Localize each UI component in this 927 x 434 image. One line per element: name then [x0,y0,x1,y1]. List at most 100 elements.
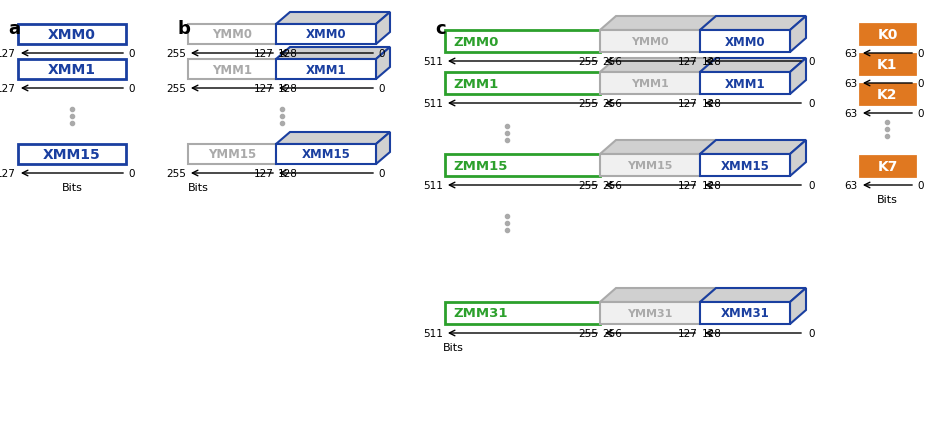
Polygon shape [600,302,699,324]
Text: YMM31: YMM31 [627,308,672,318]
Text: 127: 127 [254,49,273,59]
Bar [445,155,600,177]
Polygon shape [699,288,716,324]
Text: 0: 0 [128,169,134,178]
Text: 256: 256 [602,57,621,67]
Text: 255: 255 [578,57,597,67]
Text: 0: 0 [807,181,814,191]
Polygon shape [600,31,699,53]
Text: 127: 127 [254,169,273,178]
Text: 127: 127 [678,181,697,191]
Bar [18,25,126,45]
Polygon shape [600,288,716,302]
Text: Bits: Bits [187,183,209,193]
Bar [188,145,275,164]
Bar [188,25,275,45]
Bar [445,73,600,95]
Text: Bits: Bits [61,183,83,193]
Bar [859,157,914,177]
Polygon shape [275,133,389,145]
Text: ZMM31: ZMM31 [452,307,507,320]
Bar [18,145,126,164]
Bar [445,31,600,53]
Text: YMM1: YMM1 [211,63,252,76]
Text: 0: 0 [916,49,922,59]
Text: 255: 255 [166,84,185,94]
Text: 127: 127 [678,99,697,109]
Text: a: a [8,20,20,38]
Text: YMM15: YMM15 [208,148,256,161]
Polygon shape [600,17,716,31]
Text: XMM0: XMM0 [48,28,95,42]
Text: K0: K0 [876,28,896,42]
Text: 127: 127 [0,49,16,59]
Text: 63: 63 [844,79,857,89]
Text: XMM0: XMM0 [305,29,346,41]
Polygon shape [699,141,716,177]
Text: 128: 128 [701,99,721,109]
Text: XMM1: XMM1 [724,77,765,90]
Polygon shape [789,288,806,324]
Text: YMM15: YMM15 [627,161,672,171]
Polygon shape [275,48,389,60]
Text: 63: 63 [844,49,857,59]
Text: 255: 255 [578,328,597,338]
Polygon shape [699,302,789,324]
Text: YMM0: YMM0 [630,37,668,47]
Bar [859,25,914,45]
Polygon shape [699,288,806,302]
Polygon shape [699,73,789,95]
Text: 511: 511 [423,99,442,109]
Polygon shape [699,59,806,73]
Text: 0: 0 [377,84,384,94]
Text: XMM1: XMM1 [305,63,346,76]
Polygon shape [275,13,389,25]
Text: XMM0: XMM0 [724,36,765,48]
Polygon shape [275,145,375,164]
Text: 127: 127 [678,328,697,338]
Text: XMM15: XMM15 [301,148,350,161]
Text: YMM0: YMM0 [211,29,252,41]
Polygon shape [699,141,806,155]
Polygon shape [275,25,375,45]
Text: 127: 127 [0,84,16,94]
Text: K1: K1 [876,58,896,72]
Text: XMM15: XMM15 [43,148,101,161]
Text: 0: 0 [916,109,922,119]
Text: 128: 128 [701,328,721,338]
Polygon shape [375,133,389,164]
Text: 128: 128 [278,169,298,178]
Text: Bits: Bits [442,342,463,352]
Polygon shape [789,17,806,53]
Text: ZMM15: ZMM15 [452,159,507,172]
Text: XMM31: XMM31 [720,307,768,320]
Text: 127: 127 [678,57,697,67]
Text: 63: 63 [844,109,857,119]
Text: XMM1: XMM1 [48,63,95,77]
Text: 0: 0 [916,181,922,191]
Polygon shape [699,59,716,95]
Text: ZMM0: ZMM0 [452,36,498,48]
Text: 255: 255 [578,181,597,191]
Text: K2: K2 [876,88,896,102]
Text: 256: 256 [602,181,621,191]
Text: 0: 0 [128,49,134,59]
Polygon shape [600,59,716,73]
Text: 128: 128 [278,49,298,59]
Text: 511: 511 [423,181,442,191]
Bar [445,302,600,324]
Text: 0: 0 [377,49,384,59]
Polygon shape [375,13,389,45]
Text: 0: 0 [377,169,384,178]
Polygon shape [375,48,389,80]
Text: 0: 0 [807,57,814,67]
Polygon shape [600,155,699,177]
Bar [188,60,275,80]
Bar [859,55,914,75]
Text: 0: 0 [128,84,134,94]
Text: 256: 256 [602,99,621,109]
Text: YMM1: YMM1 [630,79,668,89]
Text: 255: 255 [166,49,185,59]
Polygon shape [699,17,716,53]
Text: 0: 0 [916,79,922,89]
